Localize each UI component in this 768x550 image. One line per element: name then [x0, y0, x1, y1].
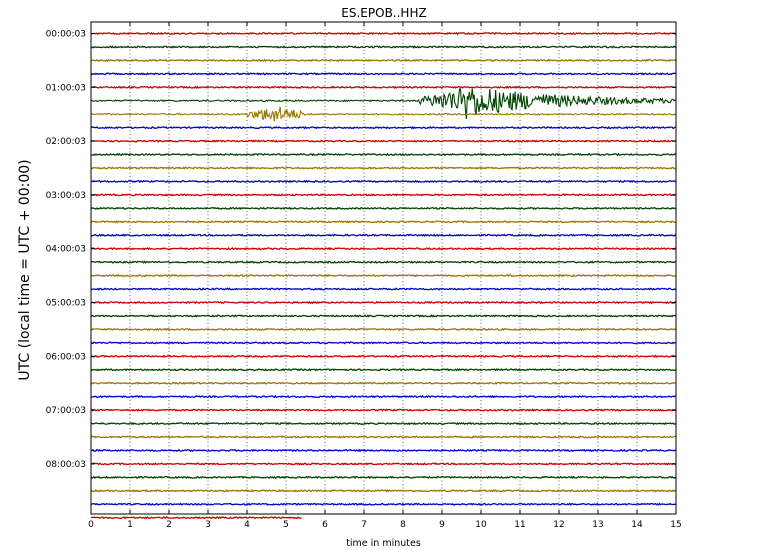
- trace-4: [90, 85, 677, 89]
- trace-33: [90, 475, 677, 480]
- grid-lines: [129, 22, 638, 514]
- trace-14: [90, 220, 677, 224]
- trace-13: [90, 206, 677, 211]
- x-tick-label-6: 6: [322, 520, 328, 530]
- trace-27: [90, 394, 677, 399]
- x-tick-label-8: 8: [400, 520, 406, 530]
- y-tick-label-5: 05:00:03: [46, 299, 86, 309]
- trace-15: [90, 233, 677, 237]
- trace-10: [90, 166, 677, 170]
- trace-35: [90, 502, 677, 506]
- trace-19: [90, 287, 677, 291]
- trace-0: [90, 31, 677, 36]
- trace-21: [90, 314, 677, 318]
- trace-18: [90, 273, 677, 278]
- trace-6: [90, 106, 677, 122]
- y-tick-label-0: 00:00:03: [46, 30, 86, 40]
- trace-9: [90, 152, 677, 157]
- trace-11: [90, 179, 677, 184]
- y-tick-label-3: 03:00:03: [46, 191, 86, 201]
- trace-22: [90, 327, 677, 332]
- trace-16: [90, 246, 677, 251]
- x-tick-label-7: 7: [361, 520, 367, 530]
- y-axis-label: UTC (local time = UTC + 00:00): [17, 159, 33, 380]
- trace-31: [90, 448, 677, 453]
- trace-group: [90, 31, 677, 520]
- trace-8: [90, 139, 677, 143]
- trace-20: [90, 300, 677, 305]
- trace-23: [90, 341, 677, 345]
- y-tick-label-8: 08:00:03: [46, 460, 86, 470]
- x-tick-label-2: 2: [166, 520, 172, 530]
- y-axis: 00:00:03 01:00:03 02:00:03 03:00:03 04:00:03…: [46, 30, 676, 470]
- x-tick-label-5: 5: [283, 520, 289, 530]
- y-tick-label-2: 02:00:03: [46, 137, 86, 147]
- trace-32: [90, 462, 677, 466]
- plot-frame: [90, 21, 677, 515]
- trace-3: [90, 72, 677, 76]
- x-tick-label-13: 13: [592, 520, 603, 530]
- x-tick-label-11: 11: [514, 520, 525, 530]
- trace-25: [90, 368, 677, 372]
- trace-30: [90, 435, 677, 439]
- y-tick-label-1: 01:00:03: [46, 83, 86, 93]
- x-tick-label-10: 10: [475, 520, 487, 530]
- trace-7: [90, 125, 677, 130]
- trace-36: [90, 516, 302, 520]
- x-tick-label-0: 0: [88, 520, 94, 530]
- trace-24: [90, 354, 677, 359]
- trace-28: [90, 408, 677, 412]
- y-tick-label-7: 07:00:03: [46, 406, 86, 416]
- trace-26: [90, 381, 677, 385]
- trace-1: [90, 45, 677, 49]
- x-tick-label-1: 1: [127, 520, 133, 530]
- x-tick-label-4: 4: [244, 520, 250, 530]
- trace-12: [90, 193, 677, 197]
- x-tick-label-14: 14: [631, 520, 643, 530]
- trace-34: [90, 489, 677, 493]
- trace-29: [90, 421, 677, 426]
- x-axis: 0 1 2 3 4 5 6 7 8 9 10 11 12 13 14 15: [88, 22, 682, 530]
- chart-title: ES.EPOB..HHZ: [341, 6, 426, 20]
- x-tick-label-12: 12: [553, 520, 564, 530]
- x-tick-label-3: 3: [205, 520, 211, 530]
- trace-2: [90, 58, 677, 63]
- x-tick-label-15: 15: [670, 520, 681, 530]
- x-tick-label-9: 9: [439, 520, 445, 530]
- y-tick-label-6: 06:00:03: [46, 352, 86, 362]
- y-tick-label-4: 04:00:03: [46, 245, 86, 255]
- trace-5: [90, 88, 677, 119]
- trace-17: [90, 260, 677, 264]
- x-axis-label: time in minutes: [346, 538, 421, 549]
